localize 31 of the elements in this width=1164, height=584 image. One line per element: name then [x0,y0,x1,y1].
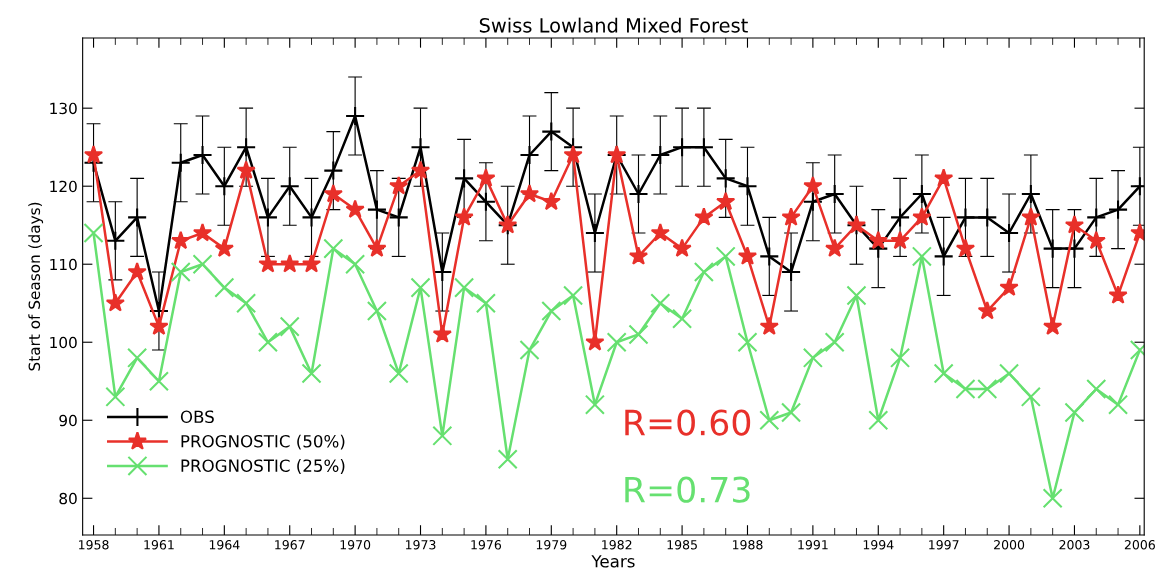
x-tick-label: 1985 [667,540,697,550]
x-axis-title: Years [591,555,635,568]
x-tick-label: 1994 [863,540,894,550]
y-tick-label: 130 [50,102,77,115]
x-tick-label: 1964 [209,540,240,550]
x-tick-label: 1979 [536,540,567,550]
x-tick-label: 1961 [144,540,174,550]
x-tick-label: 1997 [929,540,959,550]
x-tick-label: 1982 [602,540,632,550]
x-tick-label: 1991 [798,540,828,550]
x-tick-label: 1976 [471,540,502,550]
x-tick-label: 2000 [994,540,1025,550]
y-axis-title: Start of Season (days) [28,202,44,371]
x-tick-label: 1973 [405,540,436,550]
x-tick-label: 1988 [732,540,763,550]
y-tick-label: 80 [59,492,77,505]
y-tick-label: 100 [50,336,77,349]
y-tick-label: 90 [59,414,77,427]
x-tick-label: 1970 [340,540,371,550]
x-tick-label: 1958 [79,540,109,550]
x-tick-label: 1967 [275,540,305,550]
annotation: R=0.73 [625,476,750,503]
chart-title: Swiss Lowland Mixed Forest [479,17,748,33]
y-tick-label: 120 [50,180,77,193]
legend-label: PROGNOSTIC (50%) [181,434,345,450]
x-tick-label: 2006 [1124,540,1155,550]
annotation: R=0.60 [625,409,751,436]
legend-label: OBS [180,410,214,424]
legend-label: PROGNOSTIC (25%) [181,459,345,474]
y-tick-label: 110 [50,258,77,271]
x-tick-label: 2003 [1059,540,1090,550]
